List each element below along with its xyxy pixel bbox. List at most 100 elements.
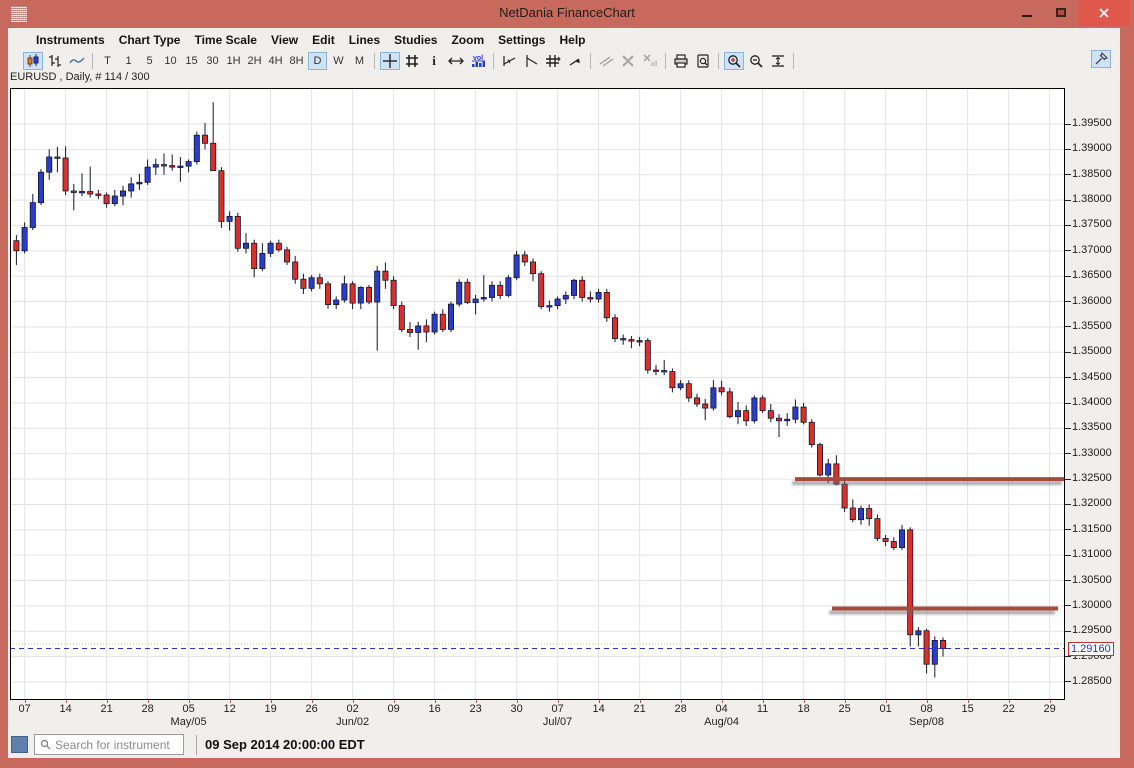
timeframe-button[interactable]: T xyxy=(104,55,111,67)
time-tick xyxy=(188,700,190,703)
time-tick-label: 11 xyxy=(756,703,769,715)
fit-vertical-button[interactable] xyxy=(768,52,788,70)
menu-item[interactable]: Settings xyxy=(498,32,546,47)
time-tick xyxy=(434,700,436,703)
delete-line-button[interactable] xyxy=(618,52,638,70)
time-tick xyxy=(352,700,354,703)
candle-body xyxy=(677,383,684,389)
timeframe-button[interactable]: 8H xyxy=(289,55,304,67)
trendline-angle-button[interactable] xyxy=(521,52,541,70)
pin-chart-button[interactable] xyxy=(1091,50,1111,68)
print-preview-button[interactable] xyxy=(693,52,713,70)
print-button[interactable] xyxy=(671,52,691,70)
grid-button[interactable] xyxy=(402,52,422,70)
month-label: Sep/08 xyxy=(909,716,945,728)
time-tick-label: 18 xyxy=(797,703,810,715)
candle-body xyxy=(46,156,53,173)
timeframe-button[interactable]: 5 xyxy=(146,55,153,67)
candle-body xyxy=(497,284,504,296)
parallel-channel-icon xyxy=(546,55,561,67)
timeframe-button[interactable]: 1 xyxy=(125,55,132,67)
menu-item[interactable]: Time Scale xyxy=(194,32,257,47)
candle-body xyxy=(751,397,758,422)
candle-body xyxy=(259,252,266,269)
time-tick xyxy=(844,700,846,703)
candle-body xyxy=(521,254,528,263)
delete-all-lines-button[interactable]: all xyxy=(640,52,660,70)
price-tick xyxy=(1065,478,1071,480)
close-button[interactable] xyxy=(1078,0,1130,26)
title-bar[interactable]: NetDania FinanceChart xyxy=(0,0,1134,28)
price-tick-label: 1.32000 xyxy=(1072,497,1112,510)
status-bar: 09 Sep 2014 20:00:00 EDT xyxy=(8,731,1120,758)
info-button[interactable]: i xyxy=(424,52,444,70)
timeframe-button[interactable]: 10 xyxy=(164,55,177,67)
timeframe-button[interactable]: M xyxy=(354,55,365,67)
menu-item[interactable]: View xyxy=(270,32,299,47)
search-input[interactable] xyxy=(55,737,210,752)
menu-item[interactable]: Zoom xyxy=(451,32,485,47)
candle-body xyxy=(431,313,438,333)
price-tick-label: 1.28500 xyxy=(1072,674,1112,687)
candle-body xyxy=(447,303,454,330)
price-tick xyxy=(1065,554,1071,556)
candle-body xyxy=(169,165,176,168)
candle-body xyxy=(341,283,348,301)
price-tick xyxy=(1065,630,1071,632)
menu-item[interactable]: Edit xyxy=(312,32,335,47)
ohlc-bar-chart-button[interactable] xyxy=(45,52,65,70)
candle-body xyxy=(390,279,397,307)
menu-item[interactable]: Help xyxy=(559,32,586,47)
price-tick-label: 1.31000 xyxy=(1072,548,1112,561)
horizontal-pan-button[interactable] xyxy=(446,52,466,70)
ray-arrow-button[interactable] xyxy=(565,52,585,70)
time-tick-label: 23 xyxy=(469,703,482,715)
candle-body xyxy=(915,630,922,636)
menu-item[interactable]: Lines xyxy=(348,32,381,47)
menu-item[interactable]: Chart Type xyxy=(118,32,181,47)
candle-body xyxy=(800,406,807,423)
maximize-button[interactable] xyxy=(1044,0,1078,24)
timeframe-button[interactable]: 1H xyxy=(226,55,241,67)
candle-body xyxy=(571,279,578,296)
candle-body xyxy=(726,391,733,418)
menu-item[interactable]: Studies xyxy=(394,32,438,47)
price-tick-label: 1.38500 xyxy=(1072,167,1112,180)
line-chart-button[interactable] xyxy=(67,52,87,70)
candle-body xyxy=(472,298,479,303)
parallel-channel-button[interactable] xyxy=(543,52,563,70)
price-tick xyxy=(1065,377,1071,379)
price-tick-label: 1.34500 xyxy=(1072,370,1112,383)
price-tick xyxy=(1065,427,1071,429)
print-icon xyxy=(674,54,688,68)
candlestick-chart-button[interactable] xyxy=(23,52,43,70)
time-tick-label: 22 xyxy=(1002,703,1015,715)
minimize-button[interactable] xyxy=(1010,0,1044,24)
menu-item[interactable]: Instruments xyxy=(36,32,105,47)
candle-body xyxy=(562,295,569,300)
crosshair-button[interactable] xyxy=(380,52,400,70)
timeframe-button[interactable]: W xyxy=(333,55,344,67)
price-tick-label: 1.30500 xyxy=(1072,573,1112,586)
candle-body xyxy=(210,142,217,172)
candle-body xyxy=(628,339,635,342)
timeframe-button[interactable]: 4H xyxy=(268,55,283,67)
trendline-button[interactable] xyxy=(499,52,519,70)
time-tick xyxy=(229,700,231,703)
volume-button[interactable]: vol xyxy=(468,52,488,70)
timeframe-button[interactable]: 15 xyxy=(185,55,198,67)
candle-body xyxy=(152,164,159,168)
timeframe-button[interactable]: D xyxy=(308,52,327,70)
application-area: Instruments Chart Type Time Scale View Edit L… xyxy=(8,28,1120,758)
timeframe-button[interactable]: 2H xyxy=(247,55,262,67)
zoom-out-button[interactable] xyxy=(746,52,766,70)
instrument-list-icon[interactable] xyxy=(11,736,28,753)
price-chart-plot[interactable] xyxy=(10,88,1065,700)
timeframe-button[interactable]: 30 xyxy=(206,55,219,67)
parallel-lines-button[interactable] xyxy=(596,52,616,70)
time-tick-label: 04 xyxy=(715,703,728,715)
ohlc-bar-chart-icon xyxy=(49,55,61,67)
zoom-in-button[interactable] xyxy=(724,52,744,70)
candle-body xyxy=(365,286,372,303)
candle-body xyxy=(95,193,102,196)
